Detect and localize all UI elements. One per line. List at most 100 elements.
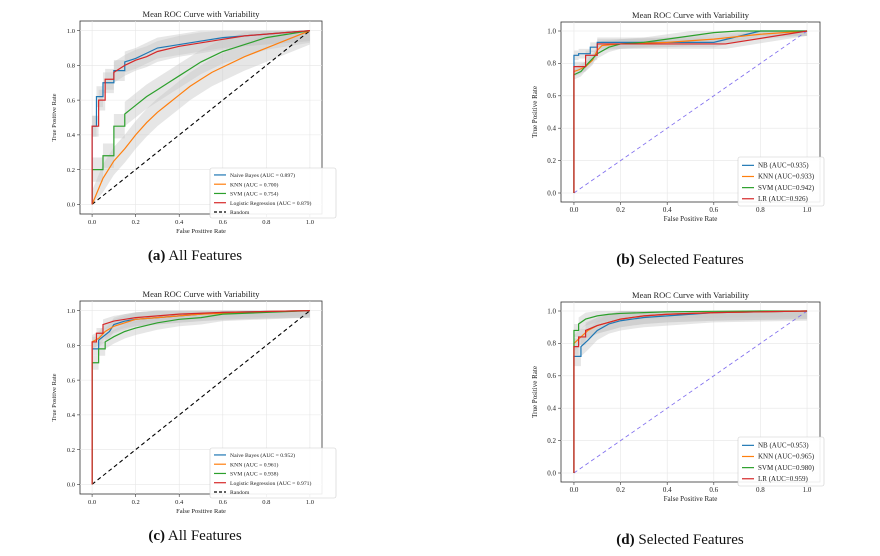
y-tick-label: 1.0 [547, 307, 556, 315]
y-tick-label: 0.0 [547, 469, 556, 477]
x-tick-label: 0.0 [88, 219, 96, 226]
x-axis-label: False Positive Rate [664, 495, 718, 503]
chart-title: Mean ROC Curve with Variability [632, 290, 750, 300]
x-tick-label: 0.0 [570, 206, 579, 214]
legend-entry: SVM (AUC=0.942) [758, 184, 815, 192]
roc-curve-red [91, 30, 310, 205]
caption-a-letter: (a) [147, 248, 166, 264]
legend-entry: Random [230, 210, 250, 216]
confidence-band [92, 30, 310, 205]
panel-a: 0.0 0.0 0.2 0.2 0.4 0.4 0.6 0.6 0.8 0.8 1.0 1.0 Mean… [40, 0, 340, 250]
x-axis-label: False Positive Rate [176, 508, 226, 515]
x-tick-label: 0.4 [175, 219, 184, 226]
chart-b: 0.0 0.0 0.2 0.2 0.4 0.4 0.6 0.6 0.8 0.8 1.0 1.0 Mean… [531, 10, 825, 223]
caption-c-letter: (c) [148, 528, 165, 544]
x-tick-label: 0.8 [756, 486, 765, 494]
x-tick-label: 0.2 [616, 486, 625, 494]
legend-entry: Naive Bayes (AUC = 0.897) [230, 172, 295, 179]
y-tick-label: 0.8 [67, 343, 75, 350]
confidence-band [573, 311, 808, 473]
legend-entry: NB (AUC=0.935) [758, 162, 809, 170]
x-tick-label: 0.4 [663, 206, 672, 214]
caption-b-text: Selected Features [634, 252, 744, 268]
y-tick-label: 0.6 [547, 372, 556, 380]
y-tick-label: 0.2 [547, 437, 556, 445]
caption-d: (d) Selected Features [545, 532, 815, 549]
panel-c: 0.0 0.0 0.2 0.2 0.4 0.4 0.6 0.6 0.8 0.8 1.0 1.0 Mean… [40, 280, 340, 530]
y-tick-label: 0.6 [67, 97, 76, 104]
legend-box [737, 436, 825, 487]
roc-curve-red [91, 310, 310, 485]
legend-entry: KNN (AUC = 0.961) [230, 461, 278, 468]
roc-curve-orange [91, 30, 311, 205]
legend-entry: Naive Bayes (AUC = 0.952) [230, 452, 295, 459]
y-tick-label: 0.4 [67, 412, 76, 419]
y-tick-label: 1.0 [547, 27, 556, 35]
y-tick-label: 0.6 [547, 92, 556, 100]
confidence-band [573, 311, 808, 473]
roc-curve-green [573, 30, 808, 193]
chart-title: Mean ROC Curve with Variability [143, 289, 261, 299]
roc-curve-orange [573, 30, 808, 193]
roc-curve-green [91, 30, 310, 205]
legend-entry: Logistic Regression (AUC = 0.879) [230, 200, 312, 207]
roc-curve-green [573, 310, 808, 473]
panel-b: 0.0 0.0 0.2 0.2 0.4 0.4 0.6 0.6 0.8 0.8 1.0 1.0 Mean… [515, 0, 845, 250]
y-tick-label: 0.4 [547, 125, 556, 133]
caption-d-letter: (d) [616, 532, 635, 548]
random-diagonal-line [573, 310, 808, 474]
confidence-band [92, 310, 310, 485]
caption-a: (a) All Features [60, 248, 330, 265]
chart-title: Mean ROC Curve with Variability [632, 10, 750, 20]
x-tick-label: 1.0 [803, 206, 812, 214]
x-tick-label: 0.4 [663, 486, 672, 494]
roc-curve-green [91, 310, 310, 485]
roc-curve-orange [91, 310, 310, 485]
x-tick-label: 1.0 [306, 219, 314, 226]
panel-d: 0.0 0.0 0.2 0.2 0.4 0.4 0.6 0.6 0.8 0.8 1.0 1.0 Mean… [515, 280, 845, 530]
caption-c: (c) All Features [60, 528, 330, 545]
legend-entry: LR (AUC=0.926) [758, 195, 809, 203]
x-axis-label: False Positive Rate [176, 228, 226, 235]
x-tick-label: 0.8 [262, 499, 270, 506]
y-tick-label: 0.0 [67, 482, 75, 489]
legend-entry: NB (AUC=0.953) [758, 442, 809, 450]
legend-entry: KNN (AUC = 0.700) [230, 181, 278, 188]
y-tick-label: 0.8 [547, 60, 556, 68]
caption-a-text: All Features [165, 248, 243, 264]
legend-entry: KNN (AUC=0.933) [758, 173, 815, 181]
legend-entry: LR (AUC=0.959) [758, 475, 809, 483]
x-tick-label: 0.0 [570, 486, 579, 494]
y-tick-label: 0.2 [67, 447, 75, 454]
x-tick-label: 0.2 [616, 206, 625, 214]
y-tick-label: 0.4 [547, 405, 556, 413]
legend-entry: SVM (AUC = 0.938) [230, 471, 278, 478]
x-tick-label: 0.2 [132, 219, 140, 226]
y-tick-label: 0.8 [67, 63, 75, 70]
chart-title: Mean ROC Curve with Variability [143, 9, 261, 19]
y-axis-label: True Positive Rate [531, 86, 539, 138]
random-diagonal-line [573, 30, 808, 194]
x-tick-label: 0.6 [219, 499, 228, 506]
legend-entry: SVM (AUC=0.980) [758, 464, 815, 472]
y-tick-label: 1.0 [67, 28, 75, 35]
caption-c-text: All Features [165, 528, 242, 544]
x-tick-label: 0.6 [709, 486, 718, 494]
x-tick-label: 0.6 [709, 206, 718, 214]
chart-c: 0.0 0.0 0.2 0.2 0.4 0.4 0.6 0.6 0.8 0.8 1.0 1.0 Mean… [51, 289, 337, 515]
x-tick-label: 0.8 [756, 206, 765, 214]
x-axis-label: False Positive Rate [664, 215, 718, 223]
chart-d: 0.0 0.0 0.2 0.2 0.4 0.4 0.6 0.6 0.8 0.8 1.0 1.0 Mean… [531, 290, 825, 503]
legend-entry: SVM (AUC = 0.754) [230, 191, 278, 198]
roc-curve-red [573, 310, 808, 473]
y-tick-label: 0.0 [547, 189, 556, 197]
x-tick-label: 0.2 [132, 499, 140, 506]
legend-entry: Random [230, 490, 250, 496]
legend-box [209, 167, 337, 219]
y-tick-label: 0.2 [547, 157, 556, 165]
x-tick-label: 1.0 [803, 486, 812, 494]
y-axis-label: True Positive Rate [51, 93, 58, 141]
legend-entry: KNN (AUC=0.965) [758, 453, 815, 461]
y-tick-label: 0.2 [67, 167, 75, 174]
caption-d-text: Selected Features [634, 532, 744, 548]
